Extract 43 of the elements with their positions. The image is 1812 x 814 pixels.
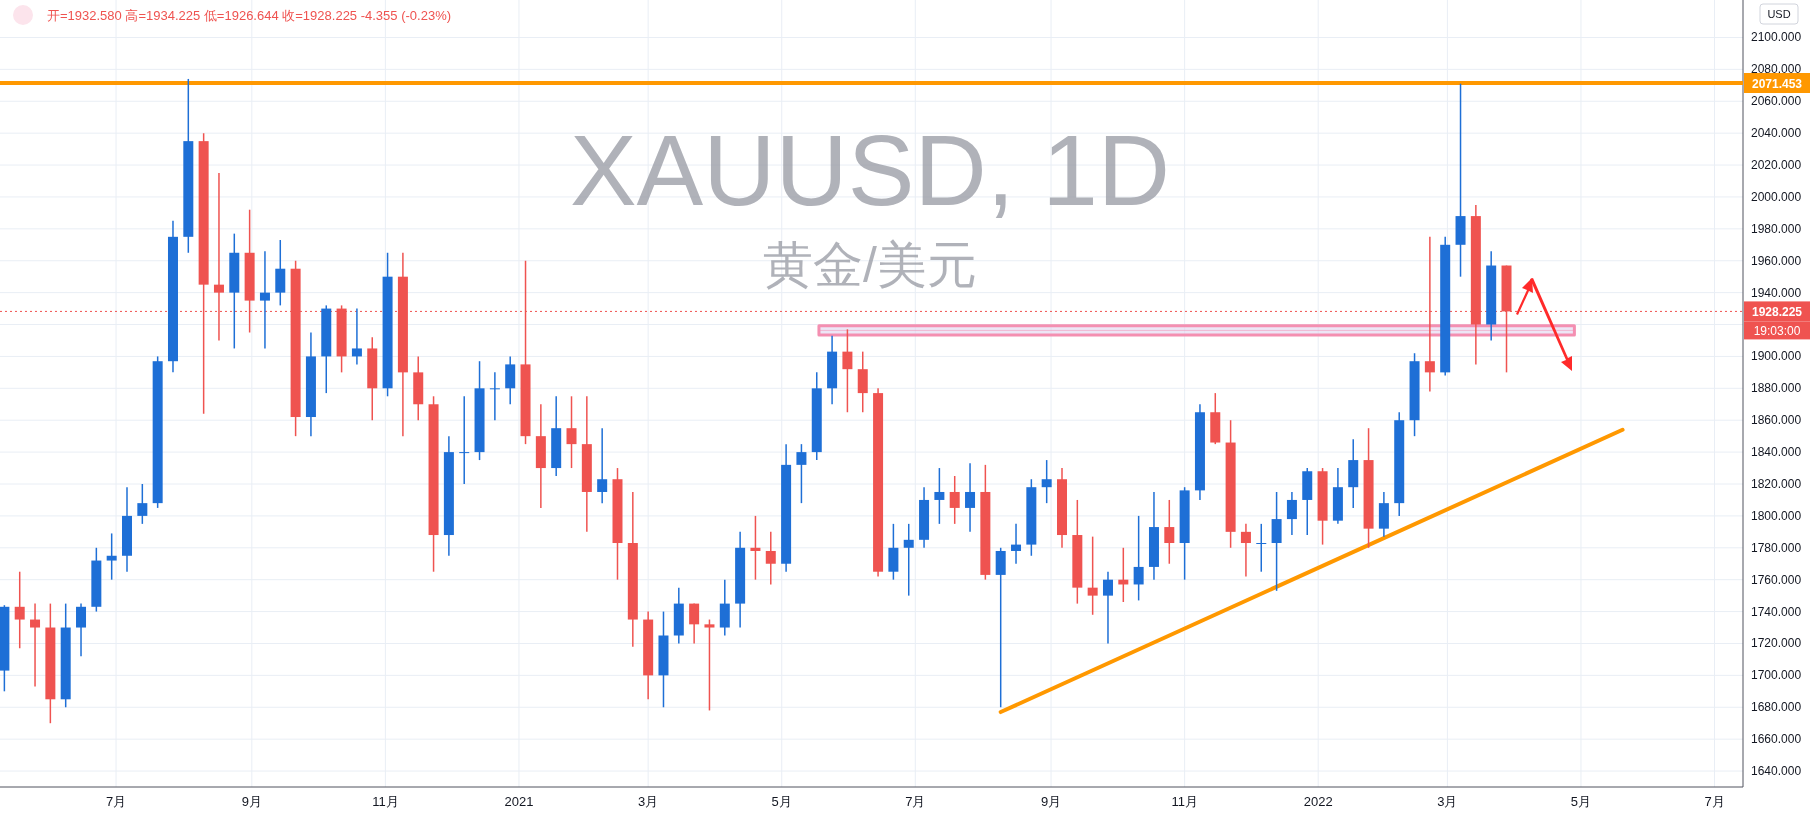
x-tick-label: 2022 [1303,794,1333,809]
y-tick-label: 1720.000 [1751,636,1802,651]
y-tick-label: 2000.000 [1751,189,1802,204]
text: XAUUSD, 1D [569,114,1171,226]
y-tick-label: 2060.000 [1751,94,1802,109]
x-tick-label: 11月 [372,794,399,809]
y-tick-label: 1800.000 [1751,508,1802,523]
x-tick-label: 7月 [905,794,926,809]
y-tick-label: 2040.000 [1751,126,1802,141]
text: 黄金/美元 [763,237,977,293]
y-tick-label: 1860.000 [1751,413,1802,428]
x-tick-label: 2021 [504,794,534,809]
y-tick-label: 1960.000 [1751,253,1802,268]
x-tick-label: 9月 [1040,794,1062,809]
x-tick-label: 7月 [1704,794,1725,809]
y-tick-label: 1820.000 [1751,477,1802,491]
ref-line-label: 2071.453 [1751,77,1803,91]
y-tick-label: 2100.000 [1751,30,1802,45]
y-tick-label: 2080.000 [1751,62,1802,77]
x-tick-label: 11月 [1171,794,1198,809]
text: 19:03:00 [1753,324,1801,339]
x-tick-label: 7月 [105,794,127,809]
y-tick-label: 1760.000 [1751,572,1802,587]
y-tick-label: 1840.000 [1751,445,1802,460]
y-tick-label: 1660.000 [1751,732,1802,747]
y-tick-label: 2020.000 [1751,158,1802,173]
y-tick-label: 1740.000 [1751,604,1802,619]
y-tick-label: 1640.000 [1751,764,1802,779]
text: USD [1767,8,1791,20]
y-tick-label: 1680.000 [1751,700,1802,715]
x-tick-label: 5月 [1570,794,1592,809]
annotation: 开=1932.580 高=1934.225 低=1926.644 收=1928.225 -4.355 (-0.23%) [47,8,452,23]
y-tick-label: 1880.000 [1751,381,1802,396]
x-tick-label: 3月 [638,794,659,809]
y-tick-label: 1700.000 [1751,668,1802,683]
y-tick-label: 1980.000 [1751,221,1802,236]
ref-line-label: 1928.225 [1751,305,1803,320]
x-tick-label: 3月 [1437,794,1458,809]
y-tick-label: 1940.000 [1751,285,1802,300]
y-tick-label: 1900.000 [1751,349,1802,364]
x-tick-label: 5月 [771,794,792,809]
y-tick-label: 1780.000 [1751,540,1802,555]
x-tick-label: 9月 [241,794,262,809]
